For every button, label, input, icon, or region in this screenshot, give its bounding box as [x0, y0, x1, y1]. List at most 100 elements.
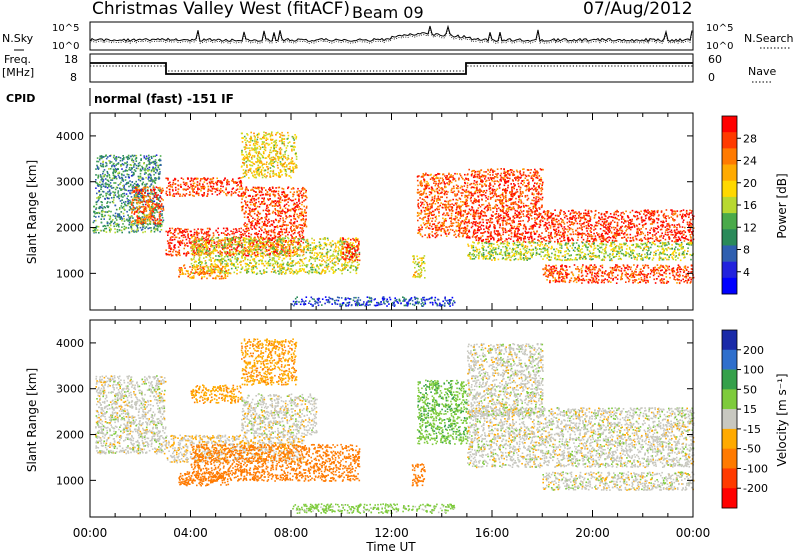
echo-cell	[331, 260, 333, 262]
echo-cell	[170, 254, 172, 256]
echo-cell	[277, 246, 279, 248]
echo-cell	[100, 188, 102, 190]
echo-cell	[126, 183, 128, 185]
echo-cell	[309, 259, 311, 261]
echo-cell	[187, 245, 189, 247]
echo-cell	[287, 210, 289, 212]
echo-cell	[281, 138, 283, 140]
echo-cell	[143, 212, 145, 214]
echo-cell	[262, 177, 264, 179]
echo-cell	[205, 237, 207, 239]
echo-cell	[265, 150, 267, 152]
echo-cell	[262, 165, 264, 167]
echo-cell	[294, 214, 296, 216]
echo-cell	[295, 253, 297, 255]
echo-cell	[313, 267, 315, 269]
echo-cell	[255, 266, 257, 268]
echo-cell	[234, 272, 236, 274]
echo-cell	[211, 181, 213, 183]
echo-cell	[117, 213, 119, 215]
echo-cell	[260, 160, 262, 162]
echo-cell	[305, 265, 307, 267]
echo-cell	[300, 191, 302, 193]
echo-cell	[201, 232, 203, 234]
echo-cell	[275, 161, 277, 163]
echo-cell	[211, 246, 213, 248]
echo-cell	[279, 140, 281, 142]
echo-cell	[328, 263, 330, 265]
echo-cell	[120, 218, 122, 220]
echo-cell	[192, 272, 194, 274]
echo-cell	[305, 219, 307, 221]
echo-cell	[320, 265, 322, 267]
echo-cell	[207, 183, 209, 185]
echo-cell	[344, 263, 346, 265]
echo-cell	[292, 265, 294, 267]
echo-cell	[124, 226, 126, 228]
echo-cell	[162, 217, 164, 219]
echo-cell	[113, 202, 115, 204]
echo-cell	[261, 187, 263, 189]
echo-cell	[296, 136, 298, 138]
echo-cell	[344, 266, 346, 268]
echo-cell	[261, 198, 263, 200]
echo-cell	[200, 244, 202, 246]
echo-cell	[259, 241, 261, 243]
echo-cell	[137, 183, 139, 185]
echo-cell	[105, 195, 107, 197]
echo-cell	[110, 168, 112, 170]
echo-cell	[323, 259, 325, 261]
echo-cell	[190, 181, 192, 183]
echo-cell	[277, 225, 279, 227]
echo-cell	[303, 250, 305, 252]
echo-cell	[204, 266, 206, 268]
echo-cell	[146, 166, 148, 168]
echo-cell	[115, 194, 117, 196]
echo-cell	[290, 226, 292, 228]
echo-cell	[195, 186, 197, 188]
echo-cell	[263, 253, 265, 255]
echo-cell	[263, 272, 265, 274]
echo-cell	[130, 217, 132, 219]
echo-cell	[271, 271, 273, 273]
echo-cell	[298, 217, 300, 219]
echo-cell	[217, 232, 219, 234]
echo-cell	[282, 217, 284, 219]
echo-cell	[131, 231, 133, 233]
echo-cell	[256, 262, 258, 264]
echo-cell	[169, 191, 171, 193]
echo-cell	[201, 262, 203, 264]
echo-cell	[282, 260, 284, 262]
echo-cell	[117, 187, 119, 189]
echo-cell	[123, 218, 125, 220]
echo-cell	[350, 266, 352, 268]
echo-cell	[248, 236, 250, 238]
echo-cell	[273, 230, 275, 232]
echo-cell	[264, 163, 266, 165]
echo-cell	[172, 255, 174, 257]
echo-cell	[147, 205, 149, 207]
echo-cell	[254, 213, 256, 215]
echo-cell	[111, 187, 113, 189]
echo-cell	[148, 176, 150, 178]
echo-cell	[146, 158, 148, 160]
echo-cell	[226, 234, 228, 236]
echo-cell	[440, 196, 442, 198]
echo-cell	[430, 206, 432, 208]
echo-cell	[347, 269, 349, 271]
echo-cell	[248, 252, 250, 254]
echo-cell	[193, 180, 195, 182]
echo-cell	[275, 214, 277, 216]
echo-cell	[109, 177, 111, 179]
echo-cell	[160, 189, 162, 191]
echo-cell	[255, 177, 257, 179]
echo-cell	[172, 251, 174, 253]
echo-cell	[299, 268, 301, 270]
echo-cell	[201, 230, 203, 232]
echo-cell	[265, 241, 267, 243]
echo-cell	[344, 246, 346, 248]
echo-cell	[299, 243, 301, 245]
echo-cell	[262, 221, 264, 223]
echo-cell	[223, 249, 225, 251]
echo-cell	[125, 201, 127, 203]
